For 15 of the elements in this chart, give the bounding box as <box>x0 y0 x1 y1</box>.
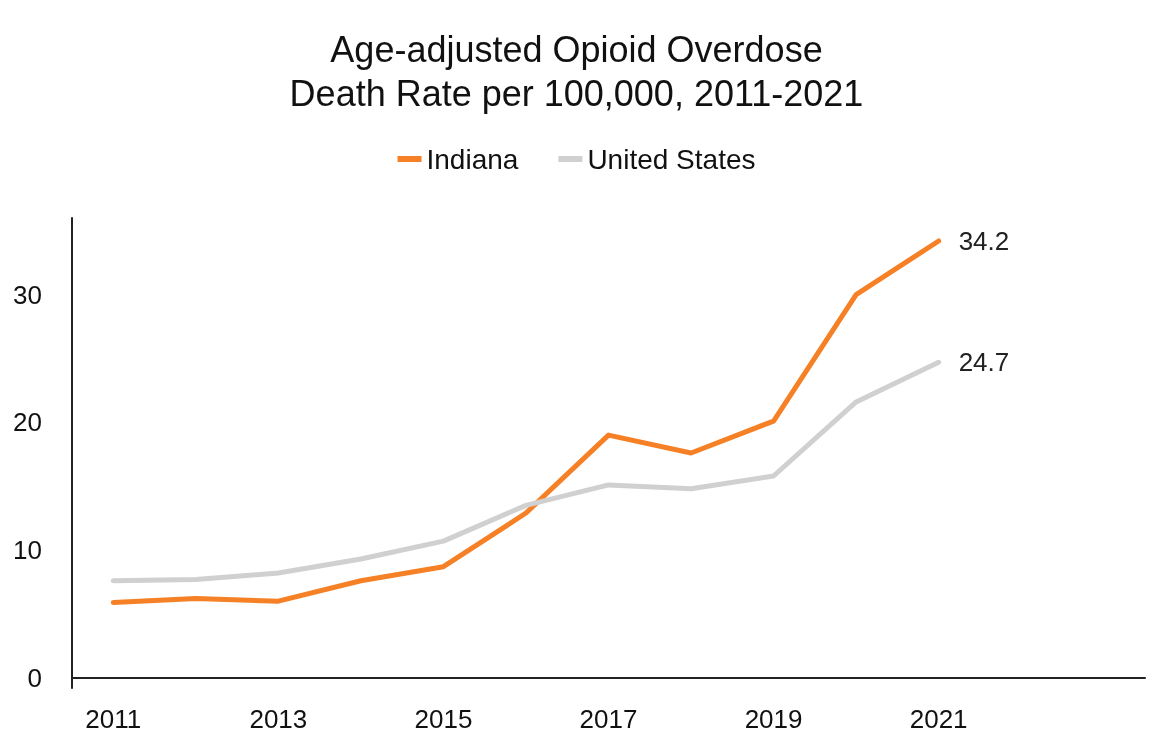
y-tick-label: 30 <box>13 279 42 310</box>
y-tick-label: 10 <box>13 535 42 566</box>
legend-label: Indiana <box>426 143 519 175</box>
y-tick-label: 20 <box>13 407 42 438</box>
x-tick-label: 2017 <box>579 704 638 734</box>
x-tick-label: 2015 <box>414 704 473 734</box>
data-label: 24.7 <box>958 347 1010 378</box>
y-tick-label: 0 <box>27 662 42 693</box>
data-label: 34.2 <box>958 225 1010 256</box>
x-tick-label: 2019 <box>744 704 803 734</box>
x-tick-label: 2013 <box>249 704 308 734</box>
chart-title: Age-adjusted Opioid Overdose Death Rate per 100,000, 2011-2021 <box>289 28 864 114</box>
x-tick-label: 2021 <box>909 704 968 734</box>
legend-label: United States <box>587 143 756 175</box>
x-tick-label: 2011 <box>85 704 142 734</box>
